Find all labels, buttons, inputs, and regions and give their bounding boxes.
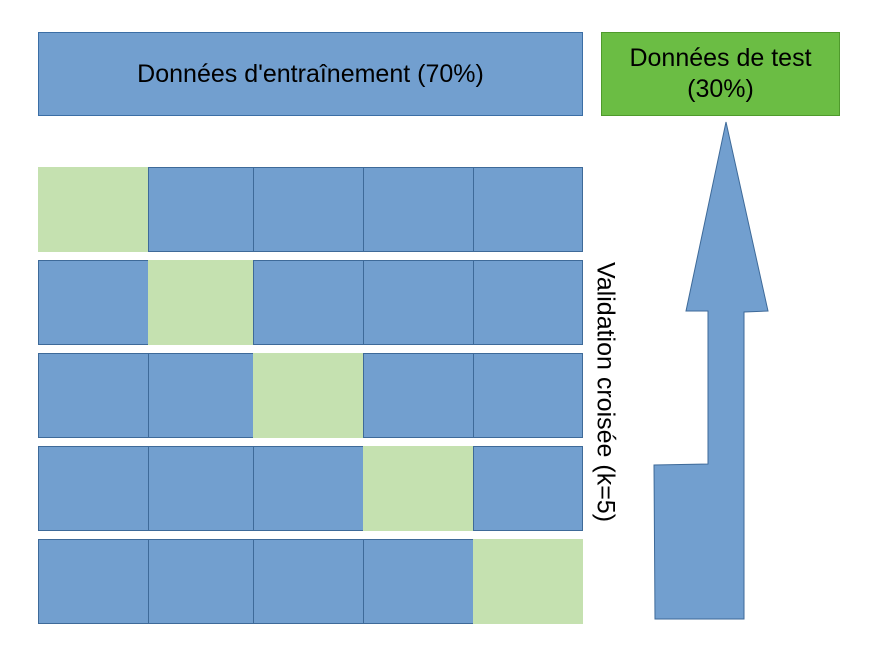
validation-fold-cell [148, 260, 253, 345]
training-fold-cell [38, 260, 148, 345]
training-fold-cell [253, 260, 363, 345]
cross-validation-label: Validation croisée (k=5) [591, 261, 620, 523]
training-fold-cell [38, 446, 148, 531]
validation-fold-cell [253, 353, 363, 438]
training-fold-cell [363, 353, 473, 438]
training-fold-cell [148, 539, 253, 624]
validation-fold-cell [38, 167, 148, 252]
training-fold-cell [148, 353, 253, 438]
test-data-box: Données de test (30%) [601, 32, 840, 116]
training-fold-cell [473, 446, 583, 531]
test-data-label: Données de test (30%) [629, 44, 812, 103]
training-fold-cell [148, 446, 253, 531]
validation-fold-cell [363, 446, 473, 531]
fold-row [38, 167, 583, 252]
training-fold-cell [473, 167, 583, 252]
training-data-label: Données d'entraînement (70%) [137, 59, 484, 88]
training-fold-cell [253, 539, 363, 624]
training-fold-cell [38, 539, 148, 624]
up-arrow-icon [653, 121, 769, 620]
fold-row [38, 539, 583, 624]
training-fold-cell [38, 353, 148, 438]
fold-row [38, 353, 583, 438]
training-fold-cell [363, 260, 473, 345]
training-data-box: Données d'entraînement (70%) [38, 32, 583, 116]
training-fold-cell [473, 353, 583, 438]
training-fold-cell [253, 167, 363, 252]
training-fold-cell [473, 260, 583, 345]
validation-fold-cell [473, 539, 583, 624]
fold-row [38, 260, 583, 345]
training-fold-cell [363, 167, 473, 252]
training-fold-cell [148, 167, 253, 252]
fold-row [38, 446, 583, 531]
training-fold-cell [253, 446, 363, 531]
training-fold-cell [363, 539, 473, 624]
